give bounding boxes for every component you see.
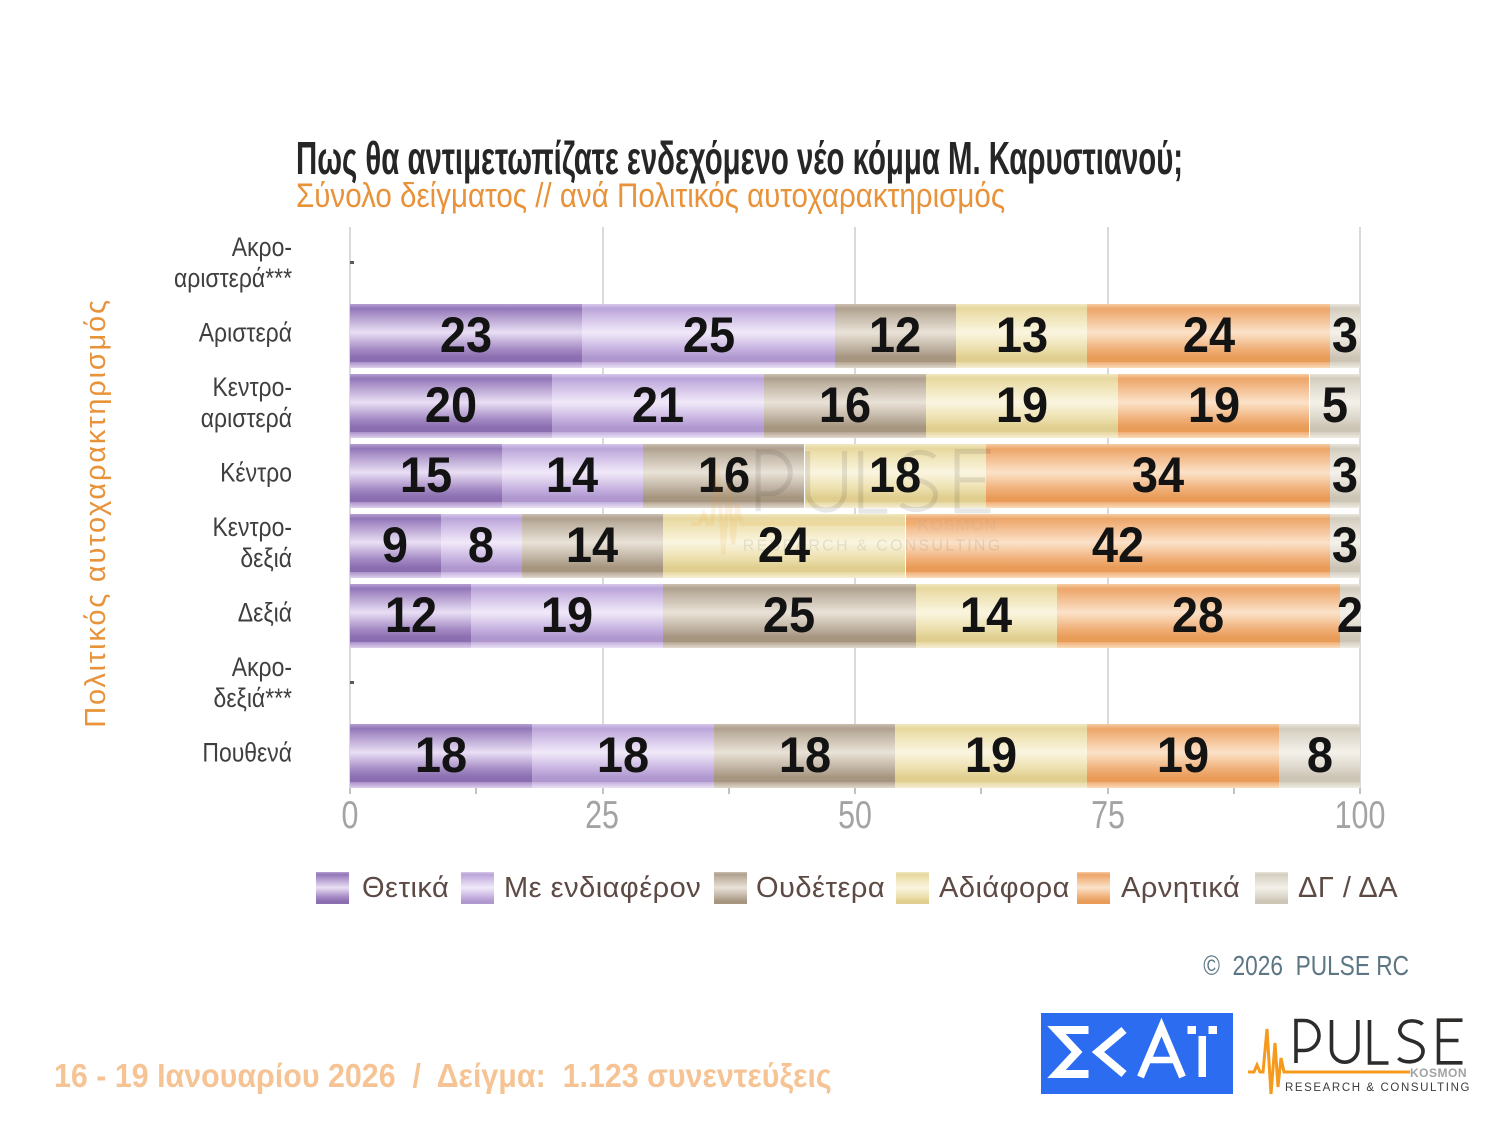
svg-text:KOSMON: KOSMON (1410, 1066, 1467, 1080)
svg-text:RESEARCH & CONSULTING: RESEARCH & CONSULTING (1285, 1082, 1471, 1094)
svg-text:KOSMON: KOSMON (917, 516, 997, 535)
svg-text:RESEARCH & CONSULTING: RESEARCH & CONSULTING (743, 536, 1003, 554)
